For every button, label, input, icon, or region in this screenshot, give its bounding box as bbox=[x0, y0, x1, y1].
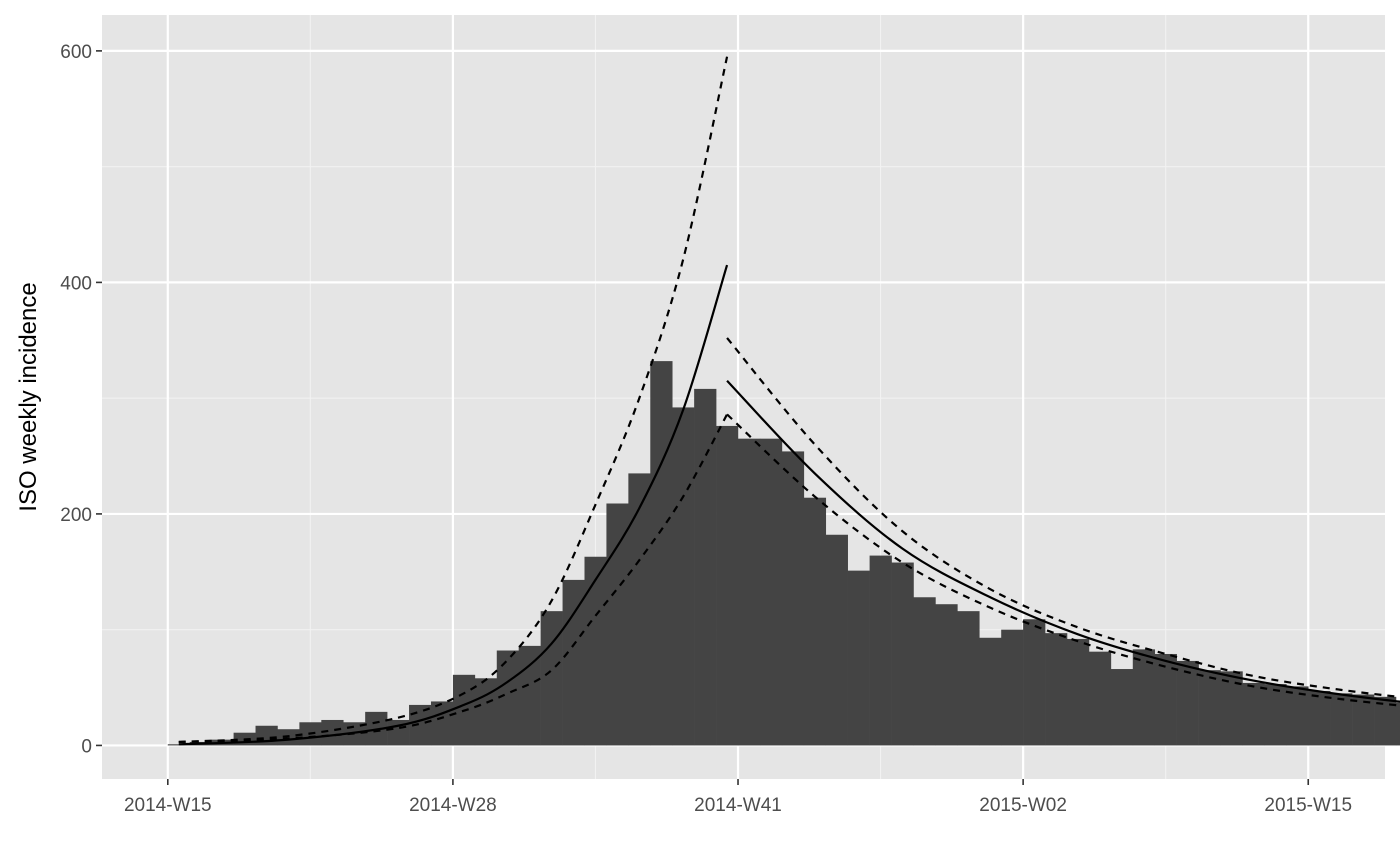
x-tick-label: 2015-W02 bbox=[979, 795, 1067, 816]
fit-decay-line bbox=[726, 380, 1400, 703]
x-tick-label: 2015-W15 bbox=[1264, 795, 1352, 816]
incidence-bar bbox=[1154, 653, 1177, 746]
incidence-bar bbox=[781, 451, 805, 746]
incidence-bar bbox=[430, 701, 454, 746]
axis-ticks bbox=[96, 50, 1310, 785]
incidence-bar bbox=[979, 637, 1002, 746]
incidence-bar bbox=[716, 425, 739, 746]
incidence-bar bbox=[628, 473, 651, 746]
fit-decay-ci-upper-line bbox=[726, 337, 1400, 699]
incidence-bar bbox=[803, 497, 827, 746]
fit-growth-ci-lower-line bbox=[178, 413, 729, 744]
incidence-bar bbox=[1242, 682, 1265, 746]
incidence-bar bbox=[1308, 691, 1331, 746]
incidence-bar bbox=[1001, 629, 1024, 746]
incidence-bar bbox=[540, 611, 563, 746]
incidence-bar bbox=[694, 388, 717, 746]
incidence-bar bbox=[935, 604, 958, 746]
incidence-bar bbox=[496, 650, 520, 746]
incidence-bar bbox=[1286, 686, 1309, 746]
y-tick-label: 400 bbox=[60, 273, 92, 294]
x-tick-label: 2014-W28 bbox=[409, 795, 497, 816]
incidence-bar bbox=[584, 556, 607, 746]
fit-growth-ci-upper-line bbox=[178, 56, 729, 744]
x-tick-label: 2014-W15 bbox=[124, 795, 212, 816]
incidence-bar bbox=[321, 719, 344, 746]
incidence-bar bbox=[1110, 669, 1134, 746]
incidence-bar bbox=[1198, 670, 1221, 746]
y-axis-title: ISO weekly incidence bbox=[15, 282, 42, 511]
incidence-bar bbox=[606, 503, 629, 746]
incidence-bar bbox=[1264, 684, 1287, 746]
incidence-bar bbox=[1088, 651, 1112, 746]
x-tick-labels: 2014-W15 2014-W28 2014-W41 2015-W02 2015-W15 bbox=[124, 795, 1352, 816]
incidence-bar bbox=[825, 534, 848, 746]
incidence-bar bbox=[277, 729, 300, 746]
y-tick-label: 200 bbox=[60, 505, 92, 526]
y-tick-label: 600 bbox=[60, 42, 92, 63]
incidence-bar bbox=[847, 570, 870, 746]
incidence-bar bbox=[650, 361, 673, 746]
incidence-bar bbox=[957, 611, 980, 746]
incidence-bar bbox=[1395, 702, 1400, 746]
incidence-bar bbox=[1176, 660, 1199, 746]
incidence-bar bbox=[869, 555, 892, 746]
incidence-bar bbox=[738, 438, 761, 746]
incidence-bar bbox=[1045, 633, 1068, 746]
incidence-bar bbox=[672, 407, 695, 746]
fit-lines bbox=[178, 56, 1400, 746]
y-tick-label: 0 bbox=[81, 736, 92, 757]
incidence-bar bbox=[759, 438, 783, 746]
y-tick-labels: 0 200 400 600 bbox=[60, 42, 92, 758]
incidence-bar bbox=[913, 597, 936, 746]
fit-decay-ci-lower-line bbox=[726, 413, 1400, 707]
fit-growth-line bbox=[178, 264, 729, 746]
incidence-bar bbox=[1330, 693, 1353, 746]
incidence-bar bbox=[474, 678, 498, 746]
incidence-bar bbox=[1023, 619, 1046, 746]
incidence-bar bbox=[409, 704, 432, 746]
incidence-bar bbox=[1352, 694, 1375, 746]
incidence-bar bbox=[1066, 638, 1090, 746]
incidence-bar bbox=[518, 645, 541, 746]
incidence-bar bbox=[562, 579, 585, 746]
incidence-bar bbox=[1132, 649, 1156, 746]
incidence-bar bbox=[891, 562, 914, 746]
x-tick-label: 2014-W41 bbox=[694, 795, 782, 816]
incidence-bar bbox=[1220, 671, 1243, 746]
incidence-bar bbox=[1374, 696, 1397, 746]
